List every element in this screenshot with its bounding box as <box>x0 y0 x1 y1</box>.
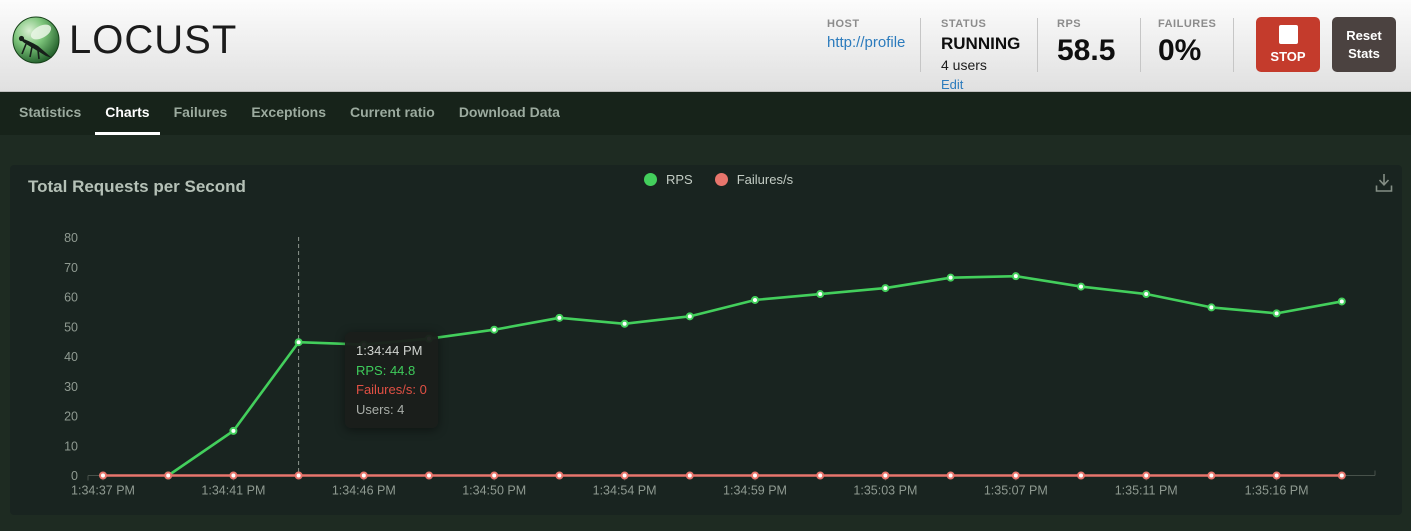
divider <box>1037 18 1038 72</box>
failures-value: 0% <box>1158 34 1202 67</box>
tooltip-users: Users: 4 <box>356 401 405 417</box>
tab-current-ratio[interactable]: Current ratio <box>350 104 435 120</box>
tab-charts[interactable]: Charts <box>95 92 160 135</box>
svg-text:80: 80 <box>64 231 78 245</box>
host-stat: HOST http://profile <box>827 18 905 52</box>
divider <box>1140 18 1141 72</box>
failures-legend-label: Failures/s <box>736 172 794 187</box>
host-link[interactable]: http://profile <box>827 34 906 51</box>
rps-chart-panel: Total Requests per Second RPS Failures/s… <box>10 165 1402 515</box>
svg-text:70: 70 <box>64 261 78 275</box>
reset-stats-label: Reset Stats <box>1346 27 1382 61</box>
stop-square-icon <box>1278 25 1298 44</box>
svg-text:0: 0 <box>71 469 78 483</box>
svg-text:1:34:37 PM: 1:34:37 PM <box>71 484 135 498</box>
tooltip-failures: Failures/s: 0 <box>356 382 427 397</box>
status-label: STATUS <box>941 18 987 30</box>
svg-text:60: 60 <box>64 291 78 305</box>
rps-line-chart[interactable]: 0 10 20 30 40 50 60 70 80 1:34:37 PM 1:34:41 PM 1:3… <box>10 165 1402 515</box>
chart-legend: RPS Failures/s <box>644 172 815 187</box>
rps-label: RPS <box>1057 18 1082 30</box>
rps-legend-dot-icon <box>644 173 657 186</box>
chart-tooltip: 1:34:44 PM RPS: 44.8 Failures/s: 0 Users… <box>345 332 438 428</box>
status-stat: STATUS RUNNING 4 users Edit <box>941 18 1020 94</box>
svg-text:1:34:46 PM: 1:34:46 PM <box>332 484 396 498</box>
svg-text:1:35:03 PM: 1:35:03 PM <box>853 484 917 498</box>
reset-stats-button[interactable]: Reset Stats <box>1332 17 1396 72</box>
tab-statistics[interactable]: Statistics <box>19 104 82 120</box>
svg-text:1:35:16 PM: 1:35:16 PM <box>1245 484 1309 498</box>
tooltip-rps: RPS: 44.8 <box>356 362 416 378</box>
tab-failures[interactable]: Failures <box>173 104 228 120</box>
svg-text:1:34:50 PM: 1:34:50 PM <box>462 484 526 498</box>
divider <box>1233 18 1234 72</box>
rps-stat: RPS 58.5 <box>1057 18 1115 68</box>
failures-legend-dot-icon <box>714 173 728 186</box>
legend-item-failures[interactable]: Failures/s <box>714 172 805 187</box>
svg-text:40: 40 <box>64 350 78 364</box>
divider <box>920 18 921 72</box>
nav-tabs: Statistics Charts Failures Exceptions Cu… <box>0 92 1411 135</box>
chart-title: Total Requests per Second <box>28 177 246 196</box>
svg-text:10: 10 <box>64 439 78 453</box>
svg-text:50: 50 <box>64 320 78 334</box>
svg-text:20: 20 <box>64 410 78 424</box>
tooltip-time: 1:34:44 PM <box>356 343 423 358</box>
logo-text: LOCUST <box>69 17 238 62</box>
legend-item-rps[interactable]: RPS <box>644 172 705 187</box>
svg-text:1:34:59 PM: 1:34:59 PM <box>723 484 787 498</box>
status-users: 4 users <box>941 57 987 73</box>
stop-button[interactable]: STOP <box>1256 17 1320 72</box>
failures-label: FAILURES <box>1158 18 1217 30</box>
rps-value: 58.5 <box>1057 34 1116 67</box>
logo: LOCUST <box>12 16 237 64</box>
edit-link[interactable]: Edit <box>941 77 964 92</box>
stop-button-label: STOP <box>1270 49 1306 64</box>
download-icon[interactable] <box>1374 172 1394 194</box>
svg-text:1:35:11 PM: 1:35:11 PM <box>1115 484 1178 498</box>
host-label: HOST <box>827 18 860 30</box>
failures-stat: FAILURES 0% <box>1158 18 1216 68</box>
svg-text:30: 30 <box>64 380 78 394</box>
header: LOCUST HOST http://profile STATUS RUNNIN… <box>0 0 1411 92</box>
svg-text:1:35:07 PM: 1:35:07 PM <box>984 484 1048 498</box>
status-value: RUNNING <box>941 34 1021 53</box>
svg-text:1:34:54 PM: 1:34:54 PM <box>593 484 657 498</box>
tab-exceptions[interactable]: Exceptions <box>251 104 327 120</box>
rps-legend-label: RPS <box>666 172 693 187</box>
tab-download-data[interactable]: Download Data <box>458 104 560 120</box>
locust-logo-icon <box>12 16 60 64</box>
svg-text:1:34:41 PM: 1:34:41 PM <box>201 484 265 498</box>
